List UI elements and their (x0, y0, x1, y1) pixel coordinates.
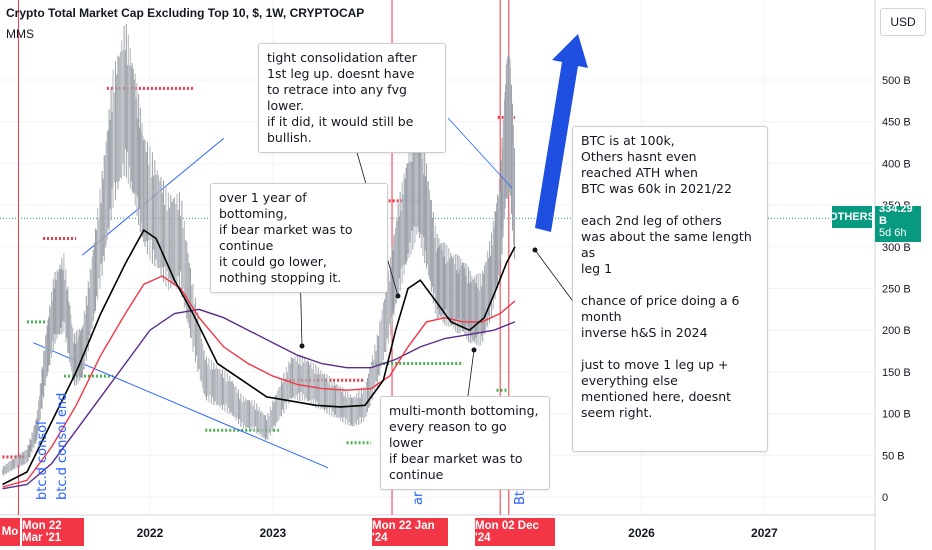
y-tick-label: 300 B (882, 242, 911, 254)
connector-dot (532, 247, 538, 253)
y-tick-label: 0 (882, 492, 888, 504)
ma-mid-line (2, 275, 516, 488)
date-tag-left: Mo (0, 518, 20, 546)
symbol-tag: OTHERS (829, 206, 875, 228)
y-tick-label: 400 B (882, 158, 911, 170)
bt-label: Bt (513, 491, 528, 505)
note-year-bottoming[interactable]: over 1 year of bottoming, if bear market… (210, 183, 388, 293)
chart-title: Crypto Total Market Cap Excluding Top 10… (6, 6, 365, 20)
note-connector (447, 117, 513, 189)
bar-countdown: 5d 6h (875, 224, 921, 242)
last-price-tag: 334.29 B (875, 203, 921, 227)
ma-fast-line (2, 228, 516, 486)
y-tick-label: 500 B (882, 75, 911, 87)
note-connector (534, 249, 573, 301)
ma-slow-line (2, 308, 516, 490)
y-tick-label: 250 B (882, 284, 911, 296)
btc-consol-end-label: btc.d consol end (55, 393, 70, 500)
y-tick-label: 100 B (882, 409, 911, 421)
y-tick-label: 50 B (882, 450, 905, 462)
note-connector (467, 349, 475, 397)
x-tick-label: 2026 (628, 526, 655, 540)
note-consolidation[interactable]: tight consolidation after 1st leg up. do… (258, 43, 446, 153)
connector-dot (471, 347, 477, 353)
note-multi-month[interactable]: multi-month bottoming, every reason to g… (380, 396, 550, 490)
date-tag-jan24: Mon 22 Jan '24 (372, 518, 448, 546)
currency-button[interactable]: USD (880, 8, 926, 36)
x-tick-label: 2027 (751, 526, 778, 540)
x-tick-label: 2023 (259, 526, 286, 540)
date-tag-mar21: Mon 22 Mar '21 (22, 518, 84, 546)
connector-dot (395, 293, 401, 299)
x-tick-label: 2022 (137, 526, 164, 540)
ar-label: ar (411, 491, 426, 505)
indicator-label[interactable]: MMS (6, 27, 34, 41)
y-tick-label: 150 B (882, 367, 911, 379)
projection-arrow (535, 34, 588, 232)
btc-consol-label: btc.d consol (35, 421, 50, 500)
date-tag-dec24: Mon 02 Dec '24 (475, 518, 555, 546)
connector-dot (299, 343, 305, 349)
y-tick-label: 200 B (882, 325, 911, 337)
y-tick-label: 450 B (882, 117, 911, 129)
note-btc[interactable]: BTC is at 100k, Others hasnt even reache… (572, 126, 768, 452)
